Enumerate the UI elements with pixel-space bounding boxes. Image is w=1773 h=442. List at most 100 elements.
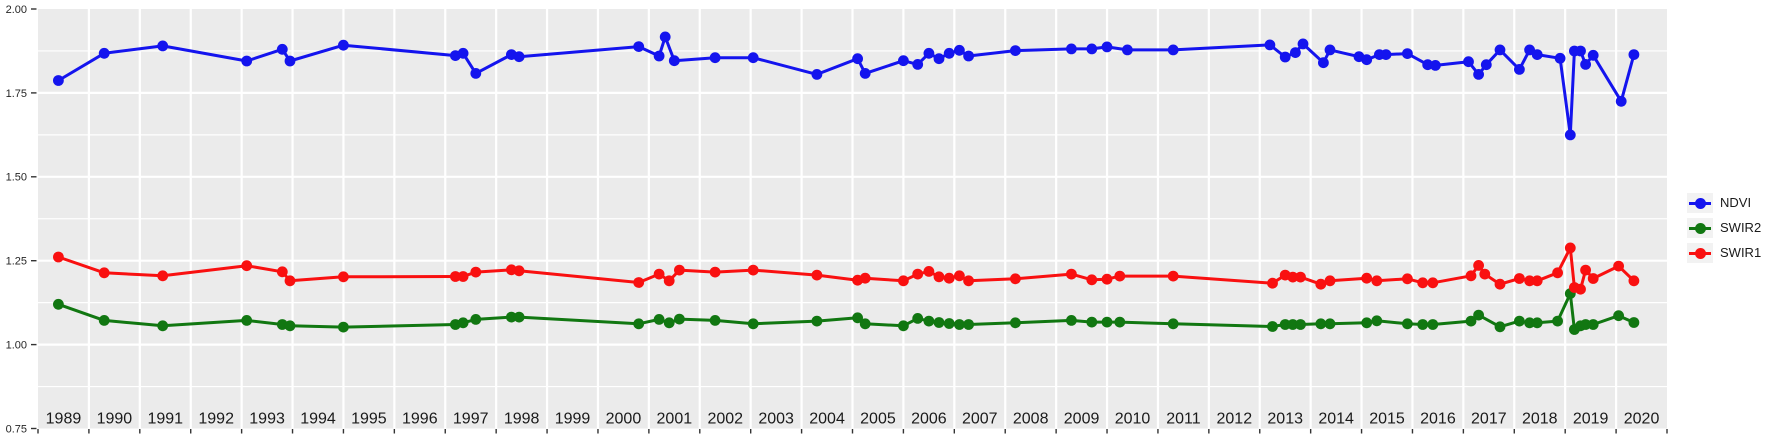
x-tick-label: 2018: [1522, 411, 1558, 428]
data-point: [470, 314, 482, 325]
data-point: [859, 318, 871, 330]
data-point: [457, 317, 469, 329]
data-point: [811, 315, 823, 327]
x-axis-labels: 1989 1990 1991 1992 1993 1994 1995 1996 1997 1998…: [46, 411, 1660, 428]
data-point: [1267, 277, 1278, 289]
data-point: [1315, 278, 1327, 290]
legend-item-swir1: SWIR1: [1687, 243, 1761, 263]
data-point: [1554, 52, 1566, 64]
data-point: [338, 271, 349, 283]
data-point: [963, 50, 974, 62]
x-tick-label: 2007: [962, 411, 998, 428]
data-point: [653, 314, 665, 325]
y-tick-label: 1.25: [6, 256, 27, 268]
data-point: [1101, 316, 1113, 328]
data-point: [1114, 270, 1126, 282]
data-point: [1086, 43, 1098, 55]
data-point: [1613, 310, 1624, 322]
data-point: [1628, 275, 1640, 287]
data-point: [1402, 318, 1413, 330]
x-tick-label: 1993: [249, 411, 285, 428]
data-point: [923, 266, 935, 277]
data-point: [53, 75, 64, 86]
data-point: [747, 52, 759, 64]
data-point: [1010, 317, 1021, 329]
y-tick-label: 1.50: [6, 172, 27, 184]
data-point: [338, 39, 349, 51]
data-point: [1613, 260, 1624, 272]
data-point: [1010, 273, 1021, 285]
data-point: [157, 270, 169, 282]
data-point: [276, 43, 288, 55]
y-axis-ticks: [31, 8, 37, 430]
data-point: [709, 315, 721, 326]
data-point: [1552, 315, 1563, 327]
data-point: [1287, 319, 1299, 330]
data-point: [1465, 270, 1477, 282]
data-point: [747, 264, 759, 276]
data-point: [709, 52, 721, 64]
data-point: [898, 320, 909, 332]
data-point: [53, 251, 64, 263]
data-point: [1167, 44, 1179, 56]
data-point: [1086, 274, 1098, 286]
data-point: [1114, 316, 1126, 328]
x-tick-label: 2001: [657, 411, 693, 428]
data-point: [1361, 272, 1373, 284]
data-point: [241, 260, 253, 272]
data-point: [1587, 273, 1599, 284]
data-point: [659, 31, 671, 43]
data-point: [1465, 315, 1477, 327]
data-point: [1514, 64, 1525, 75]
data-point: [1279, 51, 1291, 63]
data-point: [470, 68, 482, 79]
data-point: [1463, 56, 1474, 68]
data-point: [933, 53, 945, 65]
data-point: [1531, 49, 1543, 60]
x-tick-label: 1994: [300, 411, 336, 428]
data-point: [1295, 319, 1306, 330]
legend-key-ndvi: [1687, 193, 1713, 213]
data-point: [1297, 38, 1309, 50]
data-point: [674, 313, 685, 325]
x-tick-label: 2019: [1573, 411, 1609, 428]
data-point: [1531, 275, 1543, 287]
x-tick-label: 2008: [1013, 411, 1049, 428]
series-ndvi: [53, 31, 1640, 141]
legend-item-swir2: SWIR2: [1687, 218, 1761, 238]
data-point: [1287, 271, 1299, 283]
data-point: [663, 275, 675, 287]
data-point: [284, 320, 296, 332]
x-tick-label: 2004: [809, 411, 845, 428]
data-point: [241, 315, 253, 326]
data-point: [898, 55, 909, 67]
point-glyph-icon: [1694, 247, 1706, 259]
data-point: [1494, 44, 1506, 56]
data-point: [98, 47, 110, 59]
x-tick-label: 2002: [707, 411, 743, 428]
legend: NDVI SWIR2 SWIR1: [1687, 193, 1761, 268]
x-tick-label: 1990: [97, 411, 133, 428]
data-point: [1427, 277, 1439, 289]
x-tick-label: 2009: [1064, 411, 1100, 428]
data-point: [284, 55, 296, 67]
x-tick-label: 1999: [555, 411, 591, 428]
data-point: [470, 266, 482, 278]
y-axis-labels: 2.00 1.75 1.50 1.25 1.00 0.75: [6, 4, 27, 436]
data-point: [1066, 43, 1077, 55]
data-point: [943, 47, 955, 59]
data-point: [1524, 275, 1535, 287]
x-tick-label: 1998: [504, 411, 540, 428]
data-point: [1402, 48, 1413, 59]
data-point: [338, 321, 349, 333]
data-point: [1628, 49, 1640, 60]
data-point: [1361, 54, 1373, 66]
y-tick-label: 1.75: [6, 88, 27, 100]
legend-item-ndvi: NDVI: [1687, 193, 1761, 213]
data-point: [954, 319, 965, 330]
data-point: [506, 311, 517, 323]
data-point: [513, 265, 525, 277]
data-point: [1122, 44, 1133, 56]
